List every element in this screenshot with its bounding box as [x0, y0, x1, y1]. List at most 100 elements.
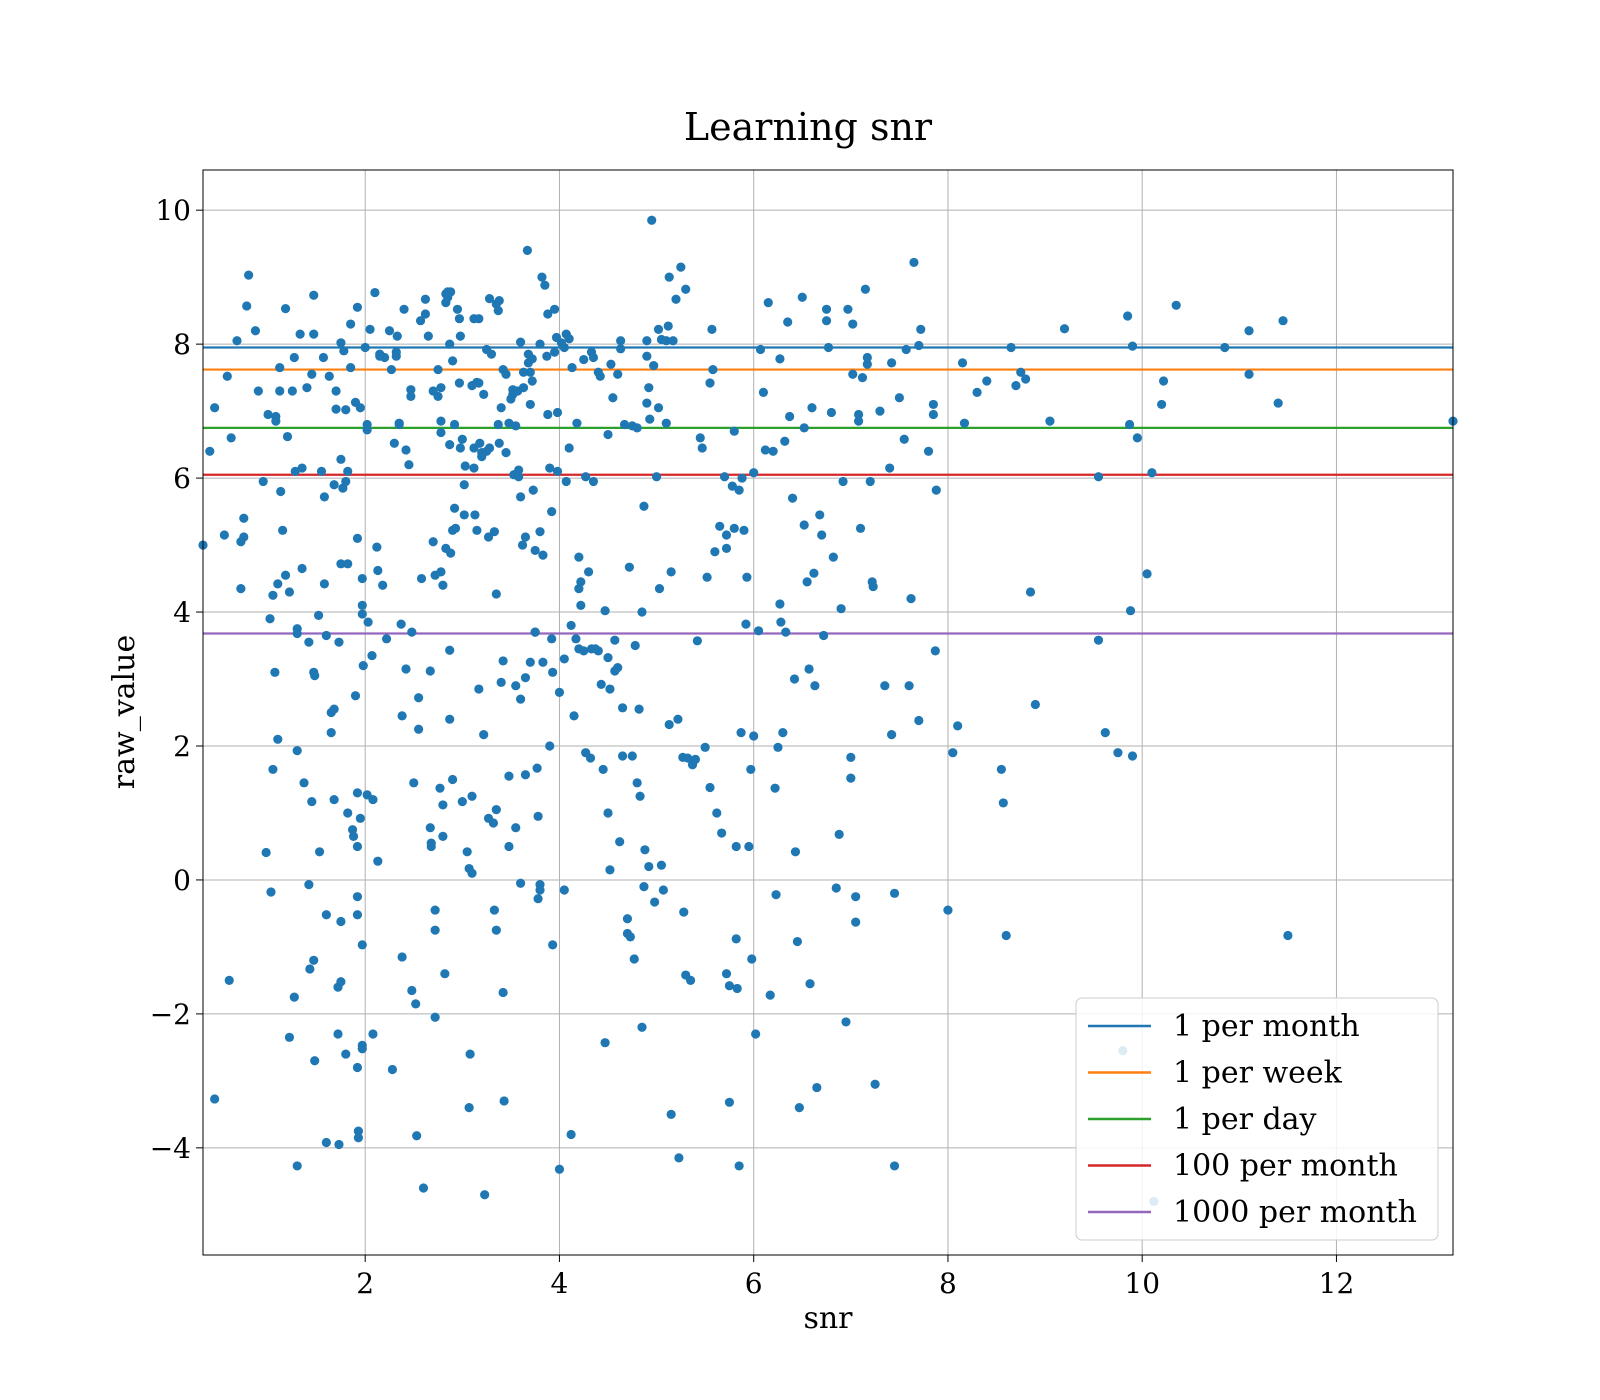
data-point [603, 808, 613, 818]
data-point [809, 568, 819, 578]
data-point [353, 1126, 364, 1136]
data-point [588, 476, 599, 487]
data-point [525, 657, 535, 667]
data-point [380, 352, 390, 363]
data-point [295, 329, 305, 339]
data-point [309, 290, 319, 300]
data-point [644, 383, 654, 393]
data-point [420, 294, 431, 304]
data-point [467, 791, 477, 801]
data-point [226, 433, 236, 443]
data-point [613, 369, 623, 379]
data-point [744, 841, 754, 852]
data-point [355, 813, 365, 823]
data-point [727, 481, 737, 491]
data-point [305, 964, 315, 974]
data-point [239, 513, 249, 523]
data-point [930, 646, 940, 656]
data-point [654, 583, 665, 594]
data-point [287, 386, 297, 396]
data-point [1127, 341, 1138, 351]
data-point [343, 466, 353, 476]
data-point [572, 418, 582, 428]
data-point [498, 987, 508, 998]
data-point [972, 387, 982, 397]
data-point [719, 472, 730, 482]
data-point [329, 794, 339, 805]
data-point [564, 443, 574, 453]
data-point [341, 476, 351, 487]
data-point [450, 523, 461, 533]
data-point [302, 383, 312, 393]
data-point [511, 421, 521, 431]
data-point [617, 751, 628, 761]
data-point [763, 298, 773, 308]
data-point [455, 443, 465, 453]
data-point [416, 573, 427, 584]
data-point [357, 609, 367, 619]
data-point [571, 634, 581, 644]
data-point [520, 532, 531, 542]
data-point [792, 936, 803, 947]
data-point [392, 331, 402, 341]
data-point [414, 724, 424, 734]
data-point [438, 831, 448, 842]
data-point [790, 847, 801, 857]
data-point [504, 841, 514, 852]
data-point [1127, 751, 1138, 761]
data-point [454, 378, 465, 388]
data-point [732, 983, 742, 994]
data-point [616, 344, 626, 354]
data-point [741, 619, 751, 629]
data-point [749, 468, 759, 478]
data-point [773, 742, 783, 752]
data-point [681, 284, 691, 294]
data-point [928, 399, 938, 410]
data-point [1045, 416, 1055, 426]
data-point [661, 418, 671, 428]
data-point [352, 302, 363, 312]
data-point [583, 567, 594, 577]
data-point [642, 351, 652, 361]
data-point [292, 628, 302, 639]
data-point [712, 808, 722, 818]
data-point [804, 664, 814, 674]
data-point [851, 917, 861, 927]
data-point [475, 438, 485, 448]
data-point [336, 338, 346, 348]
y-tick-label: 10 [155, 194, 191, 227]
data-point [821, 316, 832, 326]
data-point [705, 782, 715, 793]
data-point [787, 493, 798, 503]
data-point [957, 358, 968, 368]
data-point [559, 342, 569, 353]
data-point [1244, 326, 1254, 336]
data-point [357, 940, 367, 950]
data-point [1283, 930, 1293, 941]
data-point [352, 841, 363, 852]
data-point [914, 715, 924, 726]
data-point [848, 369, 858, 379]
data-point [528, 485, 538, 495]
data-point [543, 309, 553, 319]
data-point [518, 367, 529, 377]
data-point [658, 885, 668, 895]
data-point [600, 1038, 610, 1048]
data-point [484, 443, 495, 453]
data-point [438, 800, 448, 810]
data-point [258, 476, 268, 487]
y-axis-label: raw_value [107, 635, 142, 789]
data-point [635, 791, 645, 801]
data-point [494, 296, 504, 306]
data-point [515, 694, 526, 704]
data-point [404, 460, 414, 470]
data-point [559, 885, 569, 895]
data-point [210, 1094, 220, 1104]
data-point [776, 617, 786, 627]
data-point [346, 362, 356, 373]
data-point [498, 656, 508, 666]
data-point [632, 423, 642, 433]
data-point [755, 344, 766, 355]
data-point [263, 409, 273, 420]
data-point [771, 890, 781, 900]
